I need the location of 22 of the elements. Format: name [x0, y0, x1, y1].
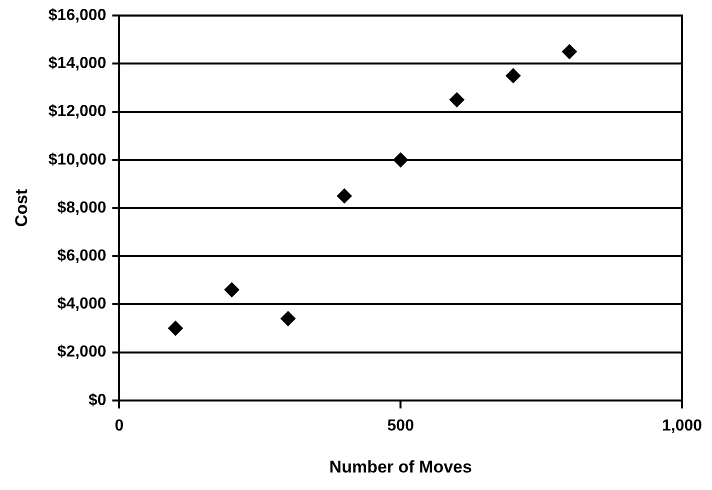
- point: [393, 152, 408, 168]
- y-tick-label: $4,000: [57, 296, 106, 313]
- y-axis-title: Cost: [12, 188, 31, 227]
- y-tick-label: $6,000: [57, 248, 106, 265]
- y-tick-label: $2,000: [57, 344, 106, 361]
- point: [168, 320, 184, 336]
- y-tick-label: $16,000: [48, 7, 106, 24]
- y-tick-label: $10,000: [48, 151, 106, 168]
- x-tick-label: 0: [114, 417, 124, 434]
- point: [336, 188, 352, 204]
- x-tick-label: 1,000: [662, 417, 702, 434]
- y-tick-label: $8,000: [57, 199, 106, 216]
- y-tick-label: $12,000: [48, 103, 106, 120]
- point: [449, 92, 464, 108]
- y-tick-label: $0: [88, 392, 106, 409]
- y-tick-label: $14,000: [48, 55, 106, 72]
- point: [506, 68, 521, 84]
- x-tick-label: 500: [387, 417, 414, 434]
- point: [224, 282, 240, 298]
- point: [280, 311, 296, 326]
- point: [562, 44, 577, 60]
- x-axis-title: Number of Moves: [329, 457, 472, 476]
